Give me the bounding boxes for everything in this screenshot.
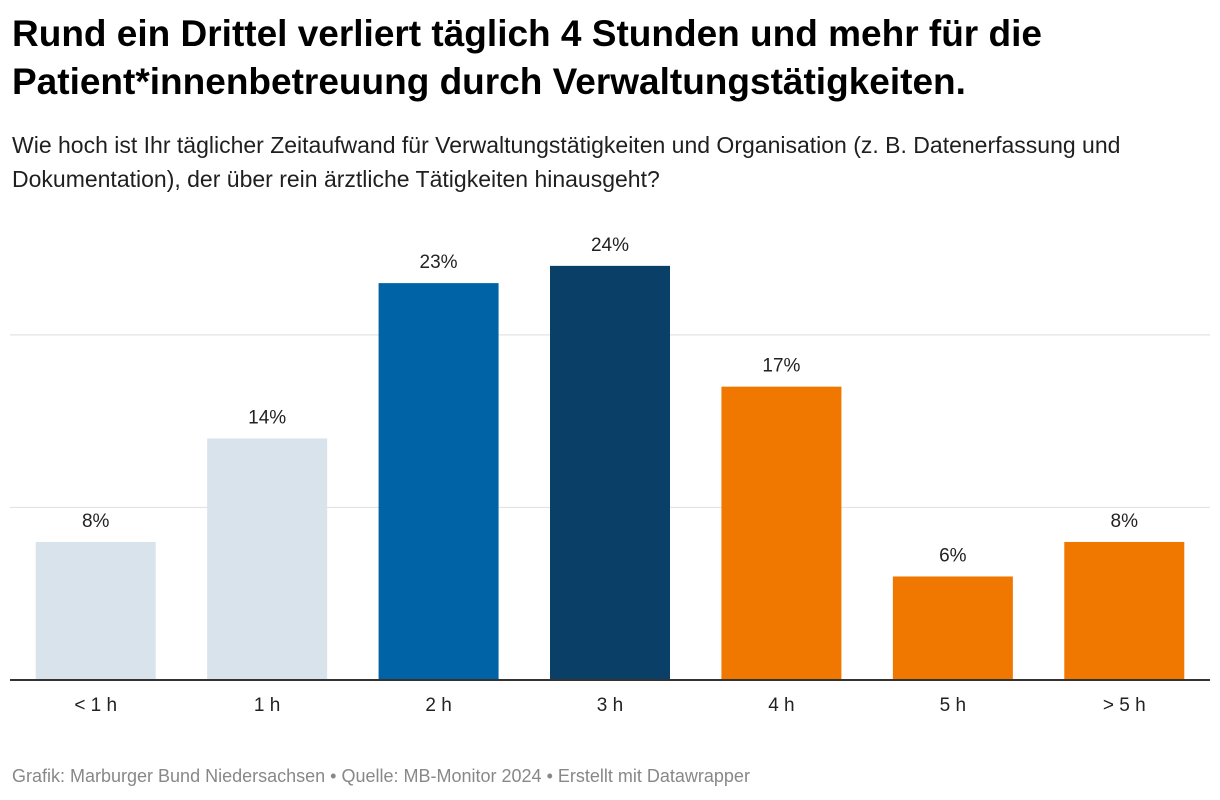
bar [1064, 541, 1185, 680]
bar-value-label: 8% [82, 511, 110, 532]
chart-subtitle: Wie hoch ist Ihr täglicher Zeitaufwand f… [12, 132, 1121, 192]
footer-separator: • [541, 766, 558, 786]
bar-value-label: 8% [1111, 511, 1139, 532]
bar-value-label: 6% [939, 545, 967, 566]
x-tick-label: 1 h [254, 695, 280, 716]
bar-value-label: 23% [420, 252, 458, 273]
footer-quelle: Quelle: MB-Monitor 2024 [341, 766, 542, 786]
x-tick-label: 5 h [940, 695, 966, 716]
bar-value-label: 14% [248, 407, 286, 428]
footer-separator: • [325, 766, 342, 786]
x-tick-label: 2 h [425, 695, 451, 716]
footer-erstellt: Erstellt mit Datawrapper [557, 766, 750, 786]
x-tick-label: > 5 h [1103, 695, 1146, 716]
bar [721, 386, 842, 680]
footer-grafik: Grafik: Marburger Bund Niedersachsen [12, 766, 326, 786]
x-tick-label: 4 h [768, 695, 794, 716]
bar [378, 283, 499, 680]
bar [550, 265, 670, 680]
bar-value-label: 24% [591, 235, 629, 256]
x-tick-label: 3 h [597, 695, 623, 716]
x-tick-label: < 1 h [74, 695, 117, 716]
bar [892, 576, 1013, 680]
bar [35, 541, 156, 680]
chart-title: Rund ein Drittel verliert täglich 4 Stun… [12, 13, 1042, 102]
chart-footer: Grafik: Marburger Bund Niedersachsen • Q… [12, 764, 750, 788]
bar-value-label: 17% [762, 356, 800, 377]
bar-chart: 8% < 1 h 14% 1 h 23% 2 h 24% 3 h 17% 4 h 6% 5 h 8% > … [10, 235, 1210, 716]
bar [207, 438, 328, 680]
